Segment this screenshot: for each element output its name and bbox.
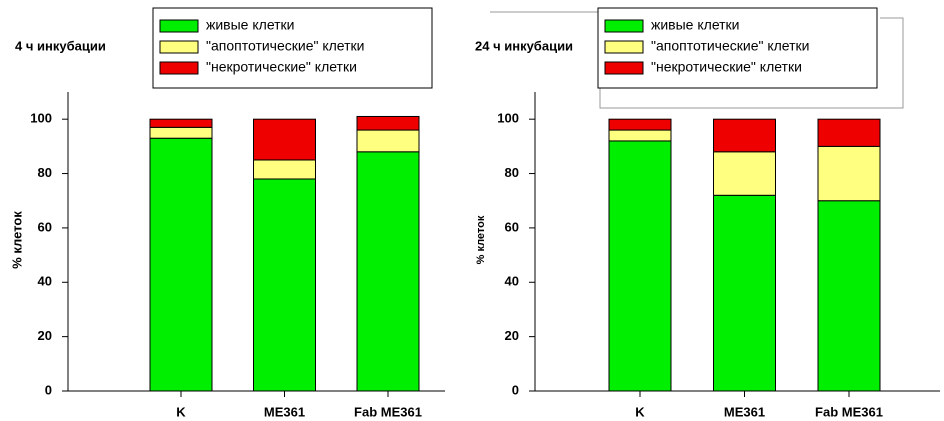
x-tick-label: Fab ME361 xyxy=(815,404,883,419)
y-tick-label: 20 xyxy=(38,328,52,343)
legend-swatch xyxy=(159,40,199,54)
bar-segment xyxy=(713,194,776,392)
y-tick-label: 0 xyxy=(45,382,52,397)
bar-segment xyxy=(356,129,420,153)
bar-segment xyxy=(608,140,672,392)
legend-swatch xyxy=(604,19,644,33)
x-tick-label: ME361 xyxy=(264,404,305,419)
bar-segment xyxy=(253,118,316,161)
legend-label: "некротические" клетки xyxy=(651,59,802,75)
bar-segment xyxy=(713,118,776,153)
x-tick-label: Fab ME361 xyxy=(354,404,422,419)
legend-label: "апоптотические" клетки xyxy=(651,38,809,54)
legend-swatch xyxy=(159,19,199,33)
y-axis-label: % клеток xyxy=(475,215,487,264)
legend-box xyxy=(152,7,433,89)
y-tick-label: 40 xyxy=(505,274,519,289)
chart-title: 4 ч инкубации xyxy=(15,38,106,53)
bar-segment xyxy=(817,145,881,202)
x-tick-label: K xyxy=(176,404,186,419)
y-tick-label: 100 xyxy=(30,111,52,126)
chart: 24 ч инкубации % клеток 0 20 40 60 80 100 K ME361… xyxy=(475,7,940,419)
bar-segment xyxy=(608,118,672,131)
bar-segment xyxy=(356,115,420,131)
y-tick-label: 60 xyxy=(505,219,519,234)
y-tick-label: 80 xyxy=(38,165,52,180)
chart: 4 ч инкубации % клеток 0 20 40 60 80 100 K ME361 F… xyxy=(9,7,445,419)
legend-label: "некротические" клетки xyxy=(206,59,357,75)
y-tick-label: 0 xyxy=(512,382,519,397)
legend-label: "апоптотические" клетки xyxy=(206,38,364,54)
legend-label: живые клетки xyxy=(651,17,740,33)
x-tick-label: K xyxy=(635,404,645,419)
bar-segment xyxy=(253,159,316,180)
legend-swatch xyxy=(604,40,644,54)
y-tick-label: 40 xyxy=(38,274,52,289)
bar-segment xyxy=(713,151,776,196)
y-tick-label: 80 xyxy=(505,165,519,180)
chart-title: 24 ч инкубации xyxy=(475,38,573,53)
y-tick-label: 60 xyxy=(38,219,52,234)
bar-segment xyxy=(356,151,420,392)
y-axis-label: % клеток xyxy=(9,211,24,269)
bar-segment xyxy=(253,178,316,392)
y-tick-label: 20 xyxy=(505,328,519,343)
legend-box xyxy=(597,7,878,89)
legend-swatch xyxy=(159,61,199,75)
bar-segment xyxy=(817,200,881,392)
x-tick-label: ME361 xyxy=(724,404,765,419)
bar-segment xyxy=(817,118,881,147)
y-tick-label: 100 xyxy=(497,111,519,126)
legend-swatch xyxy=(604,61,644,75)
bar-segment xyxy=(608,129,672,142)
bar-segment xyxy=(149,118,213,128)
legend-label: живые клетки xyxy=(206,17,295,33)
bar-segment xyxy=(149,137,213,392)
bar-segment xyxy=(149,126,213,139)
